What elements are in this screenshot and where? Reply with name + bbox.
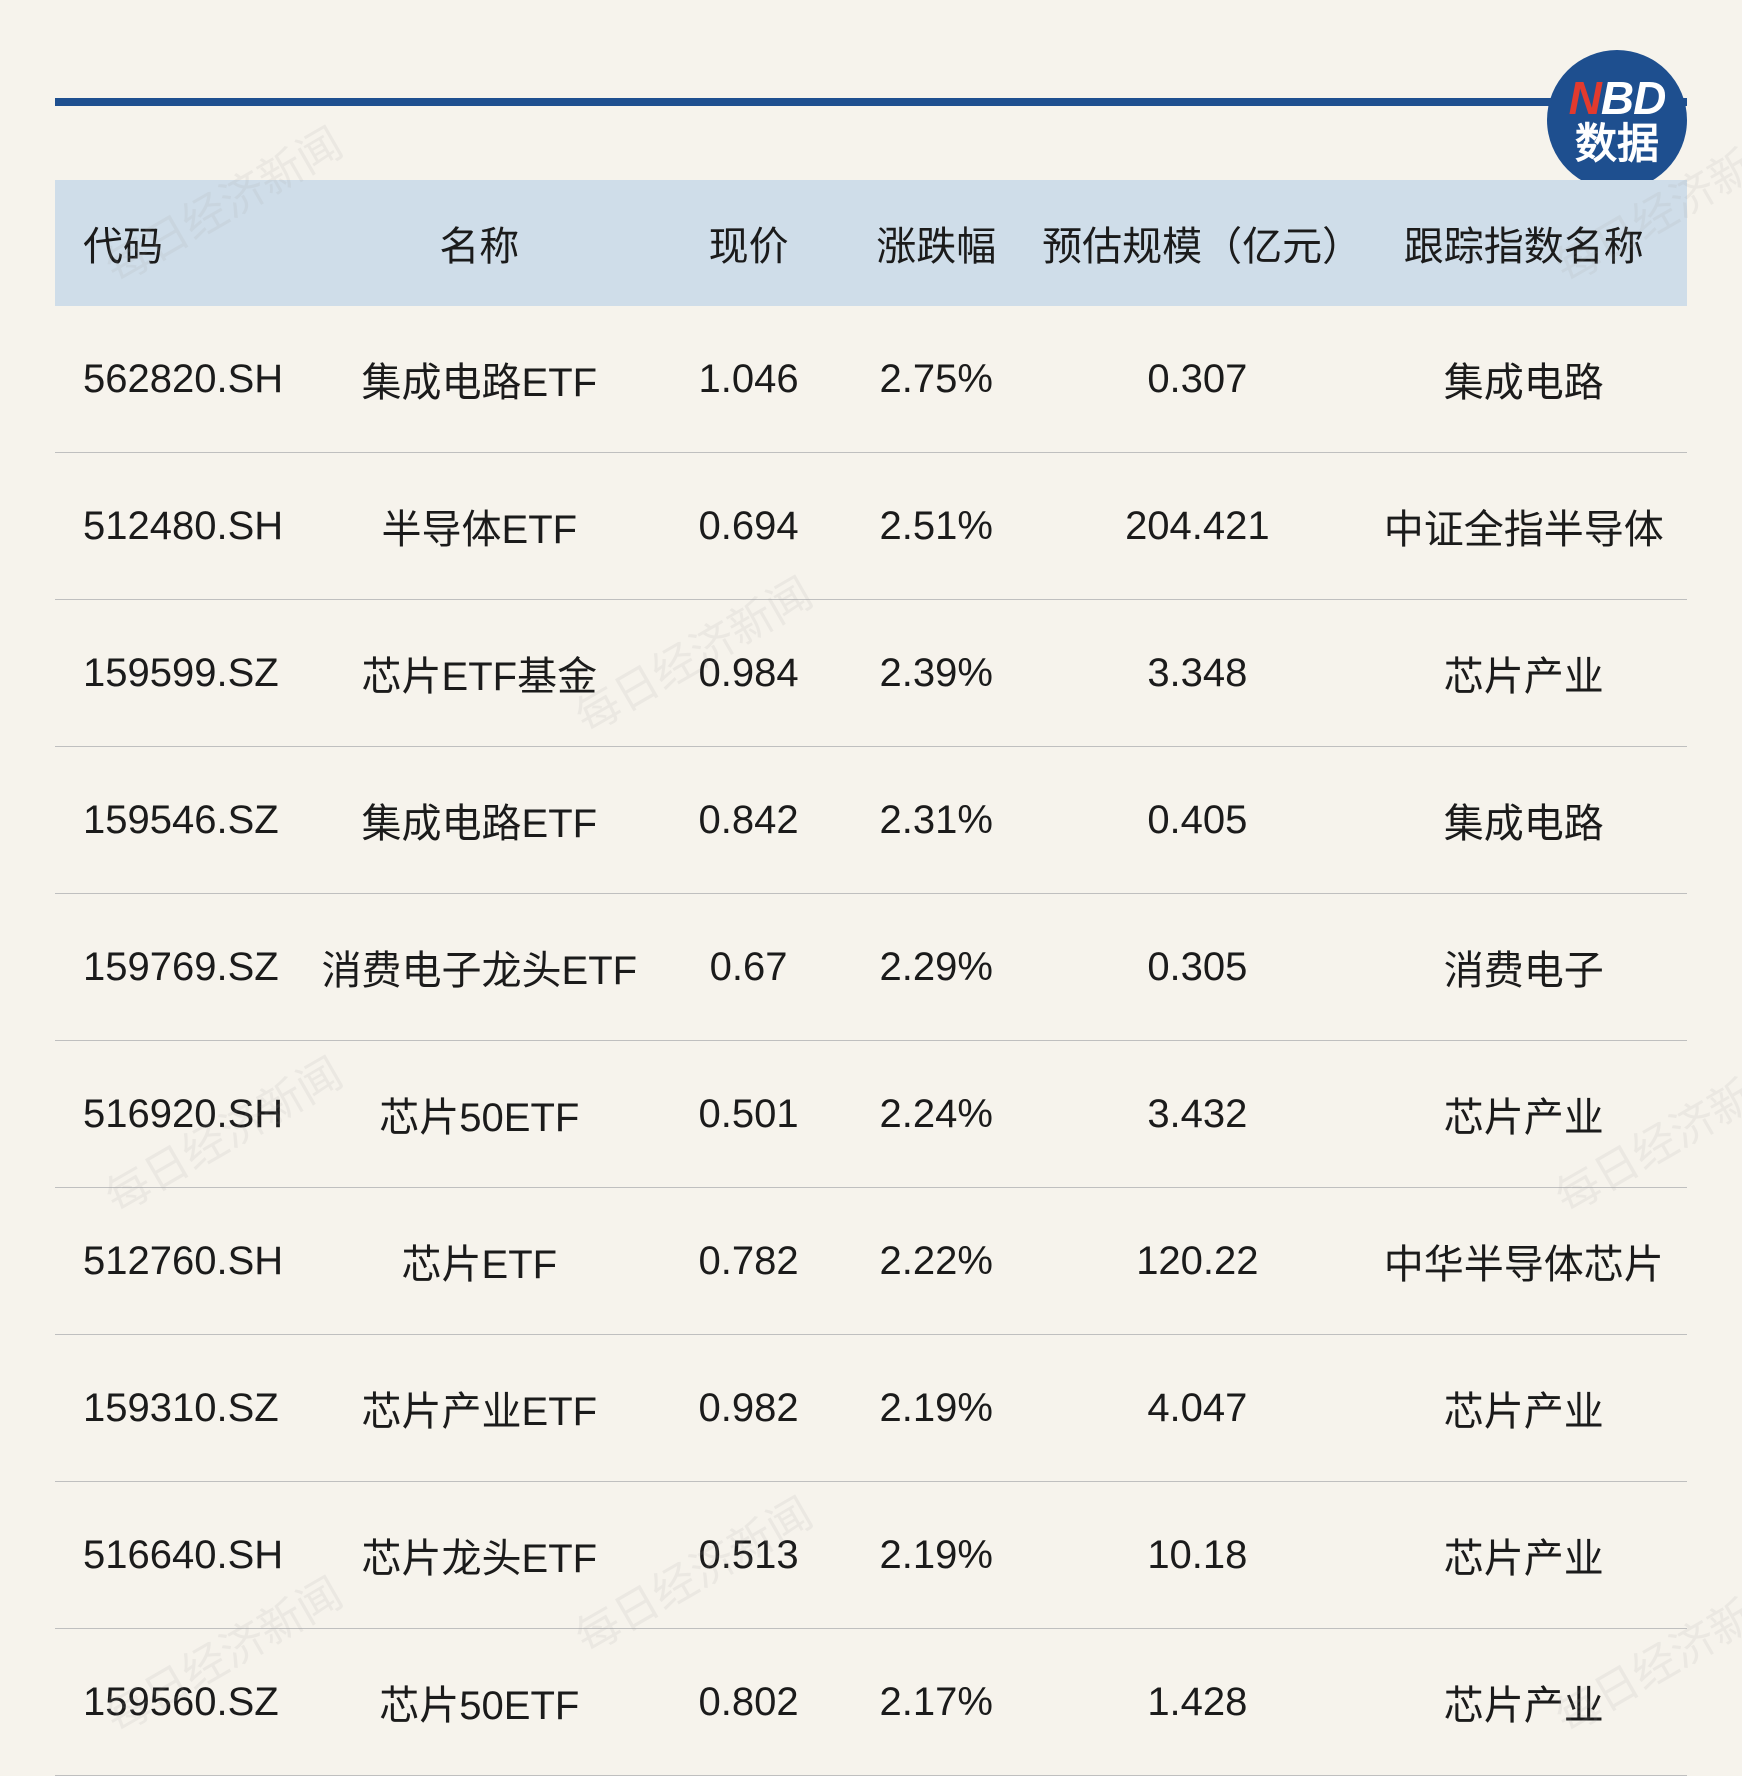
nbd-logo-sub: 数据 — [1575, 123, 1659, 165]
cell-price: 1.046 — [659, 306, 839, 453]
col-header-index: 跟踪指数名称 — [1361, 180, 1687, 306]
cell-chg: 2.29% — [838, 894, 1034, 1041]
cell-index: 芯片产业 — [1361, 1041, 1687, 1188]
cell-price: 0.982 — [659, 1335, 839, 1482]
nbd-logo-text: NBD — [1569, 75, 1666, 121]
cell-price: 0.67 — [659, 894, 839, 1041]
etf-table-header-row: 代码名称现价涨跌幅预估规模（亿元）跟踪指数名称 — [55, 180, 1687, 306]
cell-code: 562820.SH — [55, 306, 300, 453]
cell-code: 159310.SZ — [55, 1335, 300, 1482]
cell-size: 204.421 — [1034, 453, 1360, 600]
col-header-name: 名称 — [300, 180, 659, 306]
cell-price: 0.782 — [659, 1188, 839, 1335]
cell-size: 120.22 — [1034, 1188, 1360, 1335]
cell-size: 1.428 — [1034, 1629, 1360, 1776]
cell-index: 消费电子 — [1361, 894, 1687, 1041]
cell-code: 159769.SZ — [55, 894, 300, 1041]
cell-name: 集成电路ETF — [300, 747, 659, 894]
etf-table-head: 代码名称现价涨跌幅预估规模（亿元）跟踪指数名称 — [55, 180, 1687, 306]
cell-size: 0.405 — [1034, 747, 1360, 894]
header-rule — [55, 98, 1687, 106]
cell-size: 4.047 — [1034, 1335, 1360, 1482]
cell-size: 3.432 — [1034, 1041, 1360, 1188]
table-row: 159769.SZ消费电子龙头ETF0.672.29%0.305消费电子 — [55, 894, 1687, 1041]
cell-chg: 2.17% — [838, 1629, 1034, 1776]
cell-name: 芯片50ETF — [300, 1041, 659, 1188]
table-row: 159546.SZ集成电路ETF0.8422.31%0.405集成电路 — [55, 747, 1687, 894]
col-header-chg: 涨跌幅 — [838, 180, 1034, 306]
cell-name: 芯片产业ETF — [300, 1335, 659, 1482]
cell-chg: 2.24% — [838, 1041, 1034, 1188]
col-header-code: 代码 — [55, 180, 300, 306]
cell-chg: 2.22% — [838, 1188, 1034, 1335]
table-row: 159560.SZ芯片50ETF0.8022.17%1.428芯片产业 — [55, 1629, 1687, 1776]
cell-name: 集成电路ETF — [300, 306, 659, 453]
col-header-price: 现价 — [659, 180, 839, 306]
cell-code: 512760.SH — [55, 1188, 300, 1335]
cell-name: 芯片ETF — [300, 1188, 659, 1335]
cell-index: 中证全指半导体 — [1361, 453, 1687, 600]
cell-code: 512480.SH — [55, 453, 300, 600]
cell-name: 消费电子龙头ETF — [300, 894, 659, 1041]
cell-chg: 2.19% — [838, 1482, 1034, 1629]
cell-index: 芯片产业 — [1361, 1629, 1687, 1776]
table-row: 516640.SH芯片龙头ETF0.5132.19%10.18芯片产业 — [55, 1482, 1687, 1629]
cell-index: 芯片产业 — [1361, 1482, 1687, 1629]
cell-price: 0.694 — [659, 453, 839, 600]
etf-table-container: 代码名称现价涨跌幅预估规模（亿元）跟踪指数名称 562820.SH集成电路ETF… — [55, 180, 1687, 1776]
cell-name: 芯片50ETF — [300, 1629, 659, 1776]
nbd-logo-n: N — [1569, 72, 1601, 124]
table-row: 512760.SH芯片ETF0.7822.22%120.22中华半导体芯片 — [55, 1188, 1687, 1335]
cell-chg: 2.51% — [838, 453, 1034, 600]
cell-chg: 2.39% — [838, 600, 1034, 747]
table-row: 159310.SZ芯片产业ETF0.9822.19%4.047芯片产业 — [55, 1335, 1687, 1482]
cell-size: 10.18 — [1034, 1482, 1360, 1629]
cell-code: 159546.SZ — [55, 747, 300, 894]
etf-table-body: 562820.SH集成电路ETF1.0462.75%0.307集成电路51248… — [55, 306, 1687, 1776]
cell-chg: 2.75% — [838, 306, 1034, 453]
cell-code: 159560.SZ — [55, 1629, 300, 1776]
cell-code: 516920.SH — [55, 1041, 300, 1188]
cell-price: 0.802 — [659, 1629, 839, 1776]
cell-index: 芯片产业 — [1361, 1335, 1687, 1482]
nbd-logo-badge: NBD 数据 — [1547, 50, 1687, 190]
table-row: 562820.SH集成电路ETF1.0462.75%0.307集成电路 — [55, 306, 1687, 453]
cell-name: 芯片龙头ETF — [300, 1482, 659, 1629]
cell-name: 半导体ETF — [300, 453, 659, 600]
cell-chg: 2.19% — [838, 1335, 1034, 1482]
cell-price: 0.842 — [659, 747, 839, 894]
cell-price: 0.984 — [659, 600, 839, 747]
cell-name: 芯片ETF基金 — [300, 600, 659, 747]
cell-price: 0.513 — [659, 1482, 839, 1629]
cell-price: 0.501 — [659, 1041, 839, 1188]
cell-index: 芯片产业 — [1361, 600, 1687, 747]
cell-size: 0.307 — [1034, 306, 1360, 453]
cell-code: 159599.SZ — [55, 600, 300, 747]
table-row: 516920.SH芯片50ETF0.5012.24%3.432芯片产业 — [55, 1041, 1687, 1188]
etf-table: 代码名称现价涨跌幅预估规模（亿元）跟踪指数名称 562820.SH集成电路ETF… — [55, 180, 1687, 1776]
cell-size: 3.348 — [1034, 600, 1360, 747]
cell-index: 中华半导体芯片 — [1361, 1188, 1687, 1335]
cell-size: 0.305 — [1034, 894, 1360, 1041]
table-row: 512480.SH半导体ETF0.6942.51%204.421中证全指半导体 — [55, 453, 1687, 600]
cell-index: 集成电路 — [1361, 747, 1687, 894]
cell-index: 集成电路 — [1361, 306, 1687, 453]
col-header-size: 预估规模（亿元） — [1034, 180, 1360, 306]
nbd-logo-bd: BD — [1601, 72, 1665, 124]
cell-code: 516640.SH — [55, 1482, 300, 1629]
cell-chg: 2.31% — [838, 747, 1034, 894]
table-row: 159599.SZ芯片ETF基金0.9842.39%3.348芯片产业 — [55, 600, 1687, 747]
